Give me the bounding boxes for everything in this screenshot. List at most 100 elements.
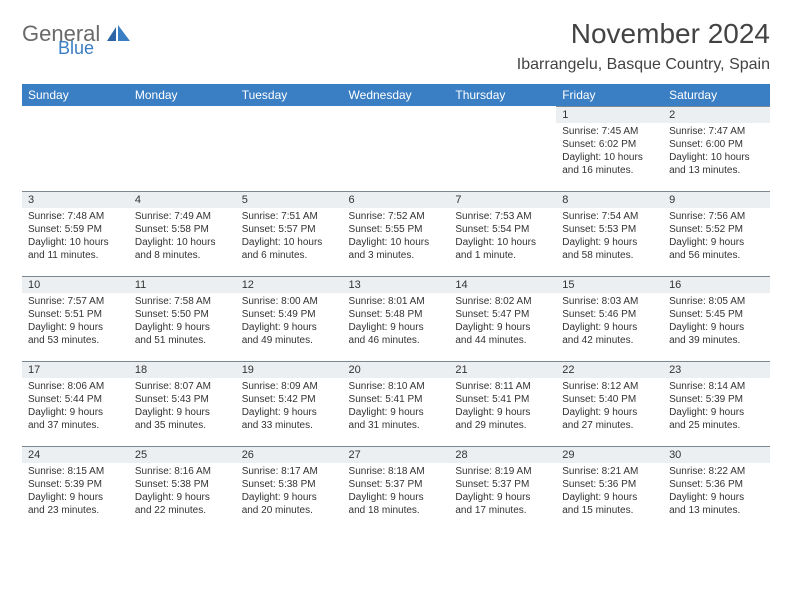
calendar-day-cell: 12Sunrise: 8:00 AMSunset: 5:49 PMDayligh… bbox=[236, 276, 343, 361]
calendar-day-cell: 21Sunrise: 8:11 AMSunset: 5:41 PMDayligh… bbox=[449, 361, 556, 446]
day-number: 11 bbox=[129, 276, 236, 293]
weekday-header: Monday bbox=[129, 84, 236, 106]
weekday-header: Saturday bbox=[663, 84, 770, 106]
calendar-day-cell: 29Sunrise: 8:21 AMSunset: 5:36 PMDayligh… bbox=[556, 446, 663, 531]
calendar-day-cell: 26Sunrise: 8:17 AMSunset: 5:38 PMDayligh… bbox=[236, 446, 343, 531]
day-number: 15 bbox=[556, 276, 663, 293]
day-number: 20 bbox=[343, 361, 450, 378]
calendar-day-cell: 17Sunrise: 8:06 AMSunset: 5:44 PMDayligh… bbox=[22, 361, 129, 446]
logo: General Blue bbox=[22, 24, 131, 57]
day-number: 16 bbox=[663, 276, 770, 293]
day-details: Sunrise: 7:58 AMSunset: 5:50 PMDaylight:… bbox=[129, 293, 236, 351]
day-number: 12 bbox=[236, 276, 343, 293]
weekday-header: Friday bbox=[556, 84, 663, 106]
day-details: Sunrise: 8:22 AMSunset: 5:36 PMDaylight:… bbox=[663, 463, 770, 521]
day-number: 19 bbox=[236, 361, 343, 378]
calendar-day-cell bbox=[343, 106, 450, 191]
calendar-day-cell: 18Sunrise: 8:07 AMSunset: 5:43 PMDayligh… bbox=[129, 361, 236, 446]
calendar-day-cell bbox=[22, 106, 129, 191]
day-details: Sunrise: 7:51 AMSunset: 5:57 PMDaylight:… bbox=[236, 208, 343, 266]
day-details: Sunrise: 8:18 AMSunset: 5:37 PMDaylight:… bbox=[343, 463, 450, 521]
calendar-day-cell: 30Sunrise: 8:22 AMSunset: 5:36 PMDayligh… bbox=[663, 446, 770, 531]
calendar-day-cell: 28Sunrise: 8:19 AMSunset: 5:37 PMDayligh… bbox=[449, 446, 556, 531]
day-details: Sunrise: 8:11 AMSunset: 5:41 PMDaylight:… bbox=[449, 378, 556, 436]
calendar-week-row: 24Sunrise: 8:15 AMSunset: 5:39 PMDayligh… bbox=[22, 446, 770, 531]
calendar-day-cell: 5Sunrise: 7:51 AMSunset: 5:57 PMDaylight… bbox=[236, 191, 343, 276]
day-number: 4 bbox=[129, 191, 236, 208]
calendar-day-cell: 8Sunrise: 7:54 AMSunset: 5:53 PMDaylight… bbox=[556, 191, 663, 276]
logo-sails-icon bbox=[107, 25, 131, 41]
calendar-day-cell: 9Sunrise: 7:56 AMSunset: 5:52 PMDaylight… bbox=[663, 191, 770, 276]
calendar-week-row: 10Sunrise: 7:57 AMSunset: 5:51 PMDayligh… bbox=[22, 276, 770, 361]
day-number: 30 bbox=[663, 446, 770, 463]
calendar-week-row: 3Sunrise: 7:48 AMSunset: 5:59 PMDaylight… bbox=[22, 191, 770, 276]
calendar-day-cell: 2Sunrise: 7:47 AMSunset: 6:00 PMDaylight… bbox=[663, 106, 770, 191]
day-details: Sunrise: 8:09 AMSunset: 5:42 PMDaylight:… bbox=[236, 378, 343, 436]
calendar-week-row: 17Sunrise: 8:06 AMSunset: 5:44 PMDayligh… bbox=[22, 361, 770, 446]
weekday-header: Thursday bbox=[449, 84, 556, 106]
day-number: 25 bbox=[129, 446, 236, 463]
day-number: 26 bbox=[236, 446, 343, 463]
calendar-day-cell: 20Sunrise: 8:10 AMSunset: 5:41 PMDayligh… bbox=[343, 361, 450, 446]
title-block: November 2024 Ibarrangelu, Basque Countr… bbox=[517, 18, 770, 74]
calendar-day-cell: 27Sunrise: 8:18 AMSunset: 5:37 PMDayligh… bbox=[343, 446, 450, 531]
calendar-day-cell bbox=[449, 106, 556, 191]
day-details: Sunrise: 7:52 AMSunset: 5:55 PMDaylight:… bbox=[343, 208, 450, 266]
calendar-day-cell: 23Sunrise: 8:14 AMSunset: 5:39 PMDayligh… bbox=[663, 361, 770, 446]
day-number: 27 bbox=[343, 446, 450, 463]
day-number: 1 bbox=[556, 106, 663, 123]
calendar-week-row: 1Sunrise: 7:45 AMSunset: 6:02 PMDaylight… bbox=[22, 106, 770, 191]
calendar-day-cell: 1Sunrise: 7:45 AMSunset: 6:02 PMDaylight… bbox=[556, 106, 663, 191]
calendar-day-cell: 6Sunrise: 7:52 AMSunset: 5:55 PMDaylight… bbox=[343, 191, 450, 276]
calendar-day-cell: 11Sunrise: 7:58 AMSunset: 5:50 PMDayligh… bbox=[129, 276, 236, 361]
day-number: 13 bbox=[343, 276, 450, 293]
calendar-day-cell: 19Sunrise: 8:09 AMSunset: 5:42 PMDayligh… bbox=[236, 361, 343, 446]
logo-text-bottom: Blue bbox=[58, 40, 131, 56]
calendar-day-cell: 22Sunrise: 8:12 AMSunset: 5:40 PMDayligh… bbox=[556, 361, 663, 446]
day-details: Sunrise: 8:19 AMSunset: 5:37 PMDaylight:… bbox=[449, 463, 556, 521]
calendar-day-cell: 24Sunrise: 8:15 AMSunset: 5:39 PMDayligh… bbox=[22, 446, 129, 531]
day-number: 2 bbox=[663, 106, 770, 123]
weekday-header-row: SundayMondayTuesdayWednesdayThursdayFrid… bbox=[22, 84, 770, 106]
day-number: 10 bbox=[22, 276, 129, 293]
day-details: Sunrise: 7:56 AMSunset: 5:52 PMDaylight:… bbox=[663, 208, 770, 266]
day-details: Sunrise: 7:57 AMSunset: 5:51 PMDaylight:… bbox=[22, 293, 129, 351]
calendar-table: SundayMondayTuesdayWednesdayThursdayFrid… bbox=[22, 84, 770, 531]
day-details: Sunrise: 8:05 AMSunset: 5:45 PMDaylight:… bbox=[663, 293, 770, 351]
day-number: 28 bbox=[449, 446, 556, 463]
calendar-day-cell: 3Sunrise: 7:48 AMSunset: 5:59 PMDaylight… bbox=[22, 191, 129, 276]
month-title: November 2024 bbox=[517, 18, 770, 50]
day-details: Sunrise: 7:45 AMSunset: 6:02 PMDaylight:… bbox=[556, 123, 663, 181]
day-number: 23 bbox=[663, 361, 770, 378]
day-number: 29 bbox=[556, 446, 663, 463]
day-details: Sunrise: 8:01 AMSunset: 5:48 PMDaylight:… bbox=[343, 293, 450, 351]
day-details: Sunrise: 8:06 AMSunset: 5:44 PMDaylight:… bbox=[22, 378, 129, 436]
weekday-header: Tuesday bbox=[236, 84, 343, 106]
day-details: Sunrise: 8:14 AMSunset: 5:39 PMDaylight:… bbox=[663, 378, 770, 436]
day-details: Sunrise: 8:12 AMSunset: 5:40 PMDaylight:… bbox=[556, 378, 663, 436]
day-details: Sunrise: 8:16 AMSunset: 5:38 PMDaylight:… bbox=[129, 463, 236, 521]
day-details: Sunrise: 8:03 AMSunset: 5:46 PMDaylight:… bbox=[556, 293, 663, 351]
weekday-header: Wednesday bbox=[343, 84, 450, 106]
day-details: Sunrise: 8:00 AMSunset: 5:49 PMDaylight:… bbox=[236, 293, 343, 351]
day-number: 22 bbox=[556, 361, 663, 378]
weekday-header: Sunday bbox=[22, 84, 129, 106]
day-number: 3 bbox=[22, 191, 129, 208]
calendar-body: 1Sunrise: 7:45 AMSunset: 6:02 PMDaylight… bbox=[22, 106, 770, 531]
day-details: Sunrise: 8:07 AMSunset: 5:43 PMDaylight:… bbox=[129, 378, 236, 436]
day-number: 9 bbox=[663, 191, 770, 208]
day-number: 8 bbox=[556, 191, 663, 208]
day-number: 24 bbox=[22, 446, 129, 463]
day-details: Sunrise: 8:10 AMSunset: 5:41 PMDaylight:… bbox=[343, 378, 450, 436]
calendar-day-cell bbox=[236, 106, 343, 191]
calendar-day-cell: 13Sunrise: 8:01 AMSunset: 5:48 PMDayligh… bbox=[343, 276, 450, 361]
calendar-day-cell: 14Sunrise: 8:02 AMSunset: 5:47 PMDayligh… bbox=[449, 276, 556, 361]
day-number: 21 bbox=[449, 361, 556, 378]
header: General Blue November 2024 Ibarrangelu, … bbox=[22, 18, 770, 74]
day-number: 14 bbox=[449, 276, 556, 293]
day-details: Sunrise: 7:53 AMSunset: 5:54 PMDaylight:… bbox=[449, 208, 556, 266]
day-number: 18 bbox=[129, 361, 236, 378]
calendar-day-cell: 7Sunrise: 7:53 AMSunset: 5:54 PMDaylight… bbox=[449, 191, 556, 276]
day-details: Sunrise: 8:21 AMSunset: 5:36 PMDaylight:… bbox=[556, 463, 663, 521]
calendar-day-cell: 25Sunrise: 8:16 AMSunset: 5:38 PMDayligh… bbox=[129, 446, 236, 531]
